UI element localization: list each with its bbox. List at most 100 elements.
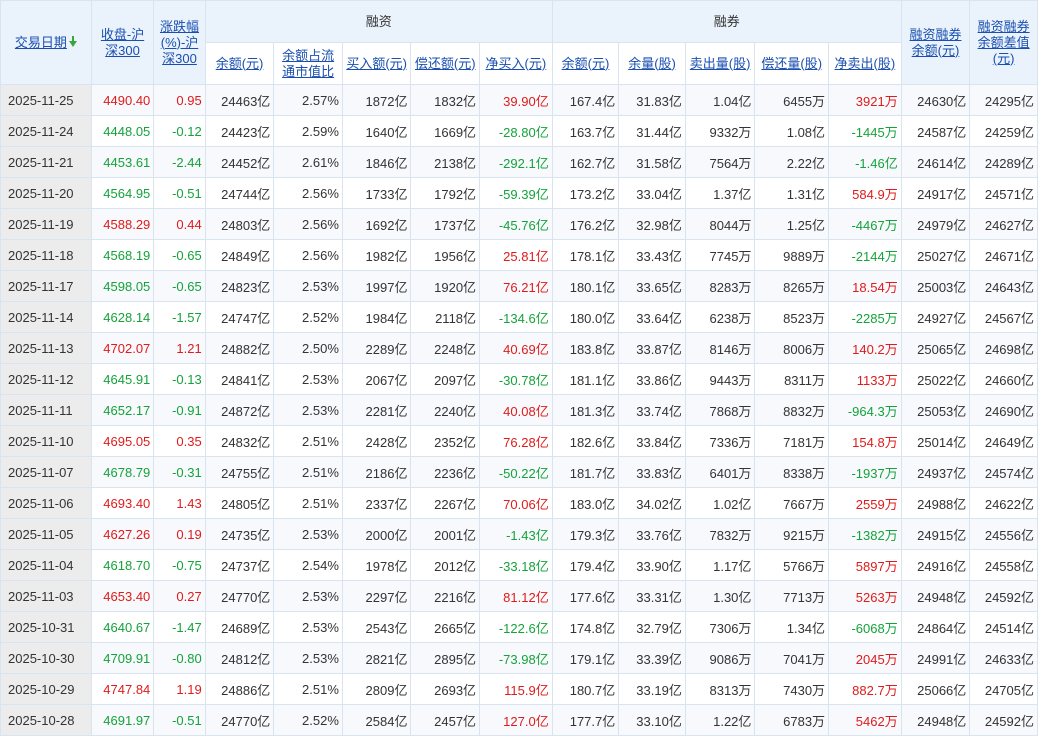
cell-close: 4627.26	[90, 518, 155, 550]
cell-total-balance: 25065亿	[900, 332, 971, 364]
table-row: 2025-10-29 4747.84 1.19 24886亿 2.51% 2809亿 269…	[0, 673, 1038, 705]
header-margin-ratio-label[interactable]: 余额占流通市值比	[282, 47, 335, 79]
cell-close: 4568.19	[90, 239, 155, 271]
cell-date: 2025-11-07	[0, 456, 92, 488]
sort-down-arrow-icon[interactable]	[68, 36, 77, 48]
cell-date: 2025-11-03	[0, 580, 92, 612]
cell-margin-ratio: 2.51%	[273, 673, 343, 705]
header-margin-repay-label[interactable]: 偿还额(元)	[414, 55, 476, 71]
cell-margin-balance: 24747亿	[204, 301, 275, 333]
cell-close: 4628.14	[90, 301, 155, 333]
cell-margin-buy: 2297亿	[341, 580, 412, 612]
header-total-balance[interactable]: 融资融券余额(元)	[900, 0, 971, 85]
cell-margin-ratio: 2.52%	[273, 301, 343, 333]
header-short-volume-label[interactable]: 余量(股)	[628, 55, 676, 71]
header-close-label[interactable]: 收盘-沪深300	[100, 26, 145, 58]
cell-change: -0.65	[153, 270, 206, 302]
cell-short-volume: 31.83亿	[618, 84, 686, 116]
cell-margin-buy: 2186亿	[341, 456, 412, 488]
cell-short-balance: 179.4亿	[551, 549, 620, 581]
cell-close: 4564.95	[90, 177, 155, 209]
cell-short-net: 2045万	[828, 642, 902, 674]
cell-balance-diff: 24574亿	[969, 456, 1038, 488]
cell-change: -0.65	[153, 239, 206, 271]
header-short-volume[interactable]: 余量(股)	[618, 42, 686, 85]
cell-short-balance: 182.6亿	[551, 425, 620, 457]
cell-margin-balance: 24841亿	[204, 363, 275, 395]
header-short-net[interactable]: 净卖出(股)	[828, 42, 902, 85]
cell-date: 2025-11-12	[0, 363, 92, 395]
cell-margin-repay: 2118亿	[410, 301, 481, 333]
cell-short-repay: 8523万	[754, 301, 830, 333]
cell-total-balance: 24948亿	[900, 704, 971, 736]
cell-balance-diff: 24660亿	[969, 363, 1038, 395]
cell-short-volume: 34.02亿	[618, 487, 686, 519]
cell-margin-repay: 2248亿	[410, 332, 481, 364]
cell-short-repay: 8006万	[754, 332, 830, 364]
cell-margin-ratio: 2.51%	[273, 487, 343, 519]
cell-date: 2025-10-30	[0, 642, 92, 674]
table-row: 2025-11-13 4702.07 1.21 24882亿 2.50% 2289亿 224…	[0, 332, 1038, 364]
cell-margin-net: -45.76亿	[479, 208, 553, 240]
header-short-sell-label[interactable]: 卖出量(股)	[689, 55, 751, 71]
cell-balance-diff: 24592亿	[969, 704, 1038, 736]
cell-margin-buy: 2543亿	[341, 611, 412, 643]
header-short-sell[interactable]: 卖出量(股)	[684, 42, 756, 85]
header-short-repay[interactable]: 偿还量(股)	[754, 42, 830, 85]
cell-total-balance: 24587亿	[900, 115, 971, 147]
cell-short-repay: 1.31亿	[754, 177, 830, 209]
cell-margin-buy: 1978亿	[341, 549, 412, 581]
header-margin-net-label[interactable]: 净买入(元)	[485, 55, 547, 71]
header-margin-repay[interactable]: 偿还额(元)	[410, 42, 481, 85]
header-margin-buy-label[interactable]: 买入额(元)	[346, 55, 408, 71]
cell-total-balance: 25053亿	[900, 394, 971, 426]
cell-margin-buy: 1982亿	[341, 239, 412, 271]
header-change[interactable]: 涨跌幅(%)-沪深300	[153, 0, 206, 85]
header-margin-net[interactable]: 净买入(元)	[479, 42, 553, 85]
cell-short-balance: 180.1亿	[551, 270, 620, 302]
cell-close: 4691.97	[90, 704, 155, 736]
cell-date: 2025-11-13	[0, 332, 92, 364]
cell-margin-repay: 2138亿	[410, 146, 481, 178]
cell-short-net: -1445万	[828, 115, 902, 147]
cell-balance-diff: 24698亿	[969, 332, 1038, 364]
header-total-balance-label[interactable]: 融资融券余额(元)	[909, 26, 962, 58]
cell-margin-repay: 2267亿	[410, 487, 481, 519]
cell-short-volume: 33.65亿	[618, 270, 686, 302]
header-margin-buy[interactable]: 买入额(元)	[341, 42, 412, 85]
cell-total-balance: 25027亿	[900, 239, 971, 271]
cell-balance-diff: 24259亿	[969, 115, 1038, 147]
header-margin-balance-label[interactable]: 余额(元)	[215, 55, 264, 71]
table-row: 2025-10-30 4709.91 -0.80 24812亿 2.53% 2821亿 28…	[0, 642, 1038, 674]
cell-short-repay: 7713万	[754, 580, 830, 612]
cell-short-net: 154.8万	[828, 425, 902, 457]
cell-short-repay: 1.25亿	[754, 208, 830, 240]
cell-total-balance: 25014亿	[900, 425, 971, 457]
header-short-net-label[interactable]: 净卖出(股)	[834, 55, 896, 71]
header-short-balance[interactable]: 余额(元)	[551, 42, 620, 85]
header-margin-ratio[interactable]: 余额占流通市值比	[273, 42, 343, 85]
cell-margin-buy: 2821亿	[341, 642, 412, 674]
cell-margin-repay: 1956亿	[410, 239, 481, 271]
header-short-balance-label[interactable]: 余额(元)	[561, 55, 610, 71]
header-change-label[interactable]: 涨跌幅(%)-沪深300	[160, 18, 200, 66]
header-margin-balance[interactable]: 余额(元)	[204, 42, 275, 85]
cell-short-balance: 162.7亿	[551, 146, 620, 178]
cell-margin-ratio: 2.57%	[273, 84, 343, 116]
header-close[interactable]: 收盘-沪深300	[90, 0, 155, 85]
header-date-label[interactable]: 交易日期	[14, 34, 67, 50]
cell-total-balance: 24917亿	[900, 177, 971, 209]
header-date[interactable]: 交易日期	[0, 0, 92, 85]
header-diff[interactable]: 融资融券余额差值(元)	[969, 0, 1038, 85]
table-row: 2025-11-25 4490.40 0.95 24463亿 2.57% 1872亿 183…	[0, 84, 1038, 116]
cell-short-repay: 6783万	[754, 704, 830, 736]
cell-short-net: -4467万	[828, 208, 902, 240]
cell-short-repay: 1.34亿	[754, 611, 830, 643]
table-row: 2025-11-10 4695.05 0.35 24832亿 2.51% 2428亿 235…	[0, 425, 1038, 457]
header-short-repay-label[interactable]: 偿还量(股)	[761, 55, 823, 71]
header-diff-label[interactable]: 融资融券余额差值(元)	[977, 18, 1030, 66]
cell-margin-ratio: 2.53%	[273, 518, 343, 550]
cell-change: -0.12	[153, 115, 206, 147]
cell-short-volume: 33.76亿	[618, 518, 686, 550]
cell-date: 2025-11-20	[0, 177, 92, 209]
